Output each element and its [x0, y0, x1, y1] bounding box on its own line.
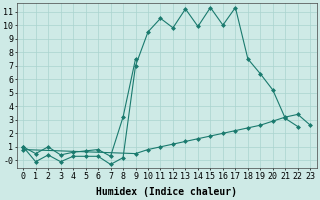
X-axis label: Humidex (Indice chaleur): Humidex (Indice chaleur) [96, 186, 237, 197]
